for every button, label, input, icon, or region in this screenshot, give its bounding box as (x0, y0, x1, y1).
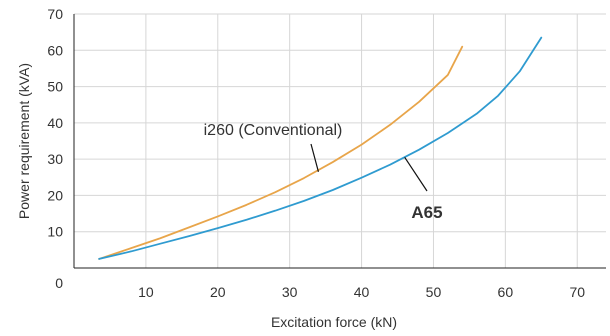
annotation-layer: i260 (Conventional) A65 (204, 122, 443, 222)
x-tick-label: 20 (210, 284, 226, 300)
y-tick-label: 60 (47, 42, 63, 58)
y-tick-label: 0 (55, 275, 63, 291)
y-tick-label: 20 (47, 187, 63, 203)
annotation-label: A65 (411, 203, 442, 222)
label-layer: Excitation force (kN) Power requirement … (16, 63, 397, 330)
y-axis-title: Power requirement (kVA) (16, 63, 32, 219)
series-line (98, 36, 543, 260)
x-tick-label: 30 (282, 284, 298, 300)
x-tick-label: 70 (569, 284, 585, 300)
series-line (98, 45, 464, 260)
grid-layer (74, 13, 606, 268)
axis-layer: 10 20 30 40 50 60 70 0 10 20 30 40 50 60 70 (47, 6, 606, 300)
x-axis-title: Excitation force (kN) (271, 314, 397, 330)
x-tick-label: 50 (426, 284, 442, 300)
annotation-leader-line (310, 143, 320, 172)
series-layer (98, 36, 543, 260)
y-tick-label: 50 (47, 79, 63, 95)
y-tick-label: 10 (47, 224, 63, 240)
x-tick-label: 40 (354, 284, 370, 300)
annotation-label: i260 (Conventional) (204, 122, 343, 139)
y-tick-label: 70 (47, 6, 63, 22)
y-tick-label: 40 (47, 115, 63, 131)
x-tick-label: 60 (498, 284, 514, 300)
y-tick-label: 30 (47, 151, 63, 167)
annotation-leader-line (404, 156, 428, 192)
x-tick-label: 10 (138, 284, 154, 300)
